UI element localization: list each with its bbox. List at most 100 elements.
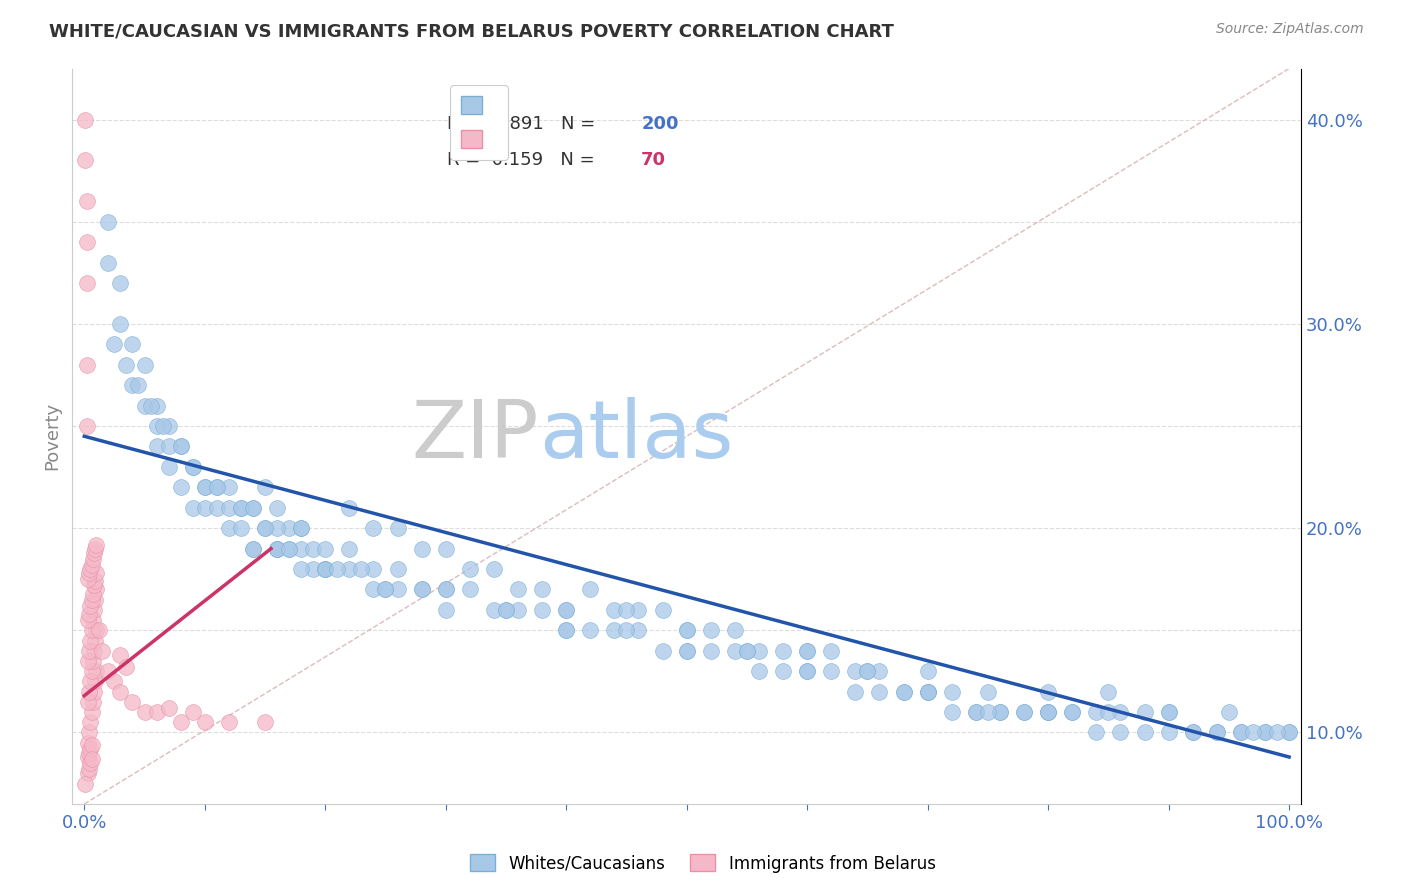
- Point: [77, 766, 100, 780]
- Point: [1230, 725, 1253, 739]
- Point: [205, 500, 228, 515]
- Point: [79, 599, 101, 613]
- Point: [363, 521, 385, 535]
- Point: [80, 664, 103, 678]
- Y-axis label: Poverty: Poverty: [44, 402, 60, 470]
- Point: [77, 762, 100, 776]
- Point: [290, 521, 312, 535]
- Point: [434, 582, 457, 597]
- Point: [869, 664, 891, 678]
- Point: [651, 644, 673, 658]
- Point: [627, 603, 650, 617]
- Point: [748, 664, 770, 678]
- Point: [977, 684, 1000, 698]
- Point: [218, 500, 240, 515]
- Point: [110, 684, 132, 698]
- Point: [495, 603, 517, 617]
- Point: [82, 586, 104, 600]
- Point: [76, 194, 98, 209]
- Point: [181, 459, 204, 474]
- Point: [1036, 705, 1059, 719]
- Point: [266, 521, 288, 535]
- Point: [77, 607, 100, 621]
- Point: [84, 574, 107, 589]
- Point: [1062, 705, 1084, 719]
- Point: [86, 566, 108, 581]
- Point: [988, 705, 1011, 719]
- Point: [1254, 725, 1277, 739]
- Point: [458, 582, 481, 597]
- Legend: Whites/Caucasians, Immigrants from Belarus: Whites/Caucasians, Immigrants from Belar…: [464, 847, 942, 880]
- Point: [77, 736, 100, 750]
- Point: [84, 633, 107, 648]
- Point: [350, 562, 373, 576]
- Point: [363, 562, 385, 576]
- Point: [844, 684, 866, 698]
- Point: [374, 582, 396, 597]
- Text: R =  0.159   N =: R = 0.159 N =: [447, 151, 606, 169]
- Point: [181, 459, 204, 474]
- Point: [229, 521, 252, 535]
- Point: [145, 440, 167, 454]
- Point: [1036, 705, 1059, 719]
- Point: [302, 541, 325, 556]
- Point: [115, 358, 138, 372]
- Point: [506, 582, 529, 597]
- Point: [97, 664, 120, 678]
- Point: [337, 562, 360, 576]
- Point: [1265, 725, 1288, 739]
- Point: [76, 419, 98, 434]
- Point: [579, 582, 602, 597]
- Point: [724, 644, 747, 658]
- Point: [76, 235, 98, 249]
- Point: [387, 582, 409, 597]
- Point: [80, 752, 103, 766]
- Point: [893, 684, 915, 698]
- Point: [194, 500, 217, 515]
- Point: [1157, 725, 1180, 739]
- Point: [139, 399, 162, 413]
- Point: [115, 660, 138, 674]
- Point: [79, 715, 101, 730]
- Point: [869, 684, 891, 698]
- Text: ZIP: ZIP: [412, 397, 540, 475]
- Point: [82, 551, 104, 566]
- Point: [977, 705, 1000, 719]
- Point: [1254, 725, 1277, 739]
- Point: [157, 459, 180, 474]
- Point: [87, 624, 110, 638]
- Point: [1278, 725, 1301, 739]
- Point: [145, 705, 167, 719]
- Point: [194, 715, 217, 730]
- Point: [1157, 705, 1180, 719]
- Point: [1241, 725, 1264, 739]
- Point: [434, 541, 457, 556]
- Point: [844, 664, 866, 678]
- Point: [988, 705, 1011, 719]
- Point: [79, 741, 101, 756]
- Point: [772, 644, 794, 658]
- Point: [181, 705, 204, 719]
- Point: [965, 705, 987, 719]
- Point: [675, 644, 697, 658]
- Point: [79, 756, 101, 771]
- Point: [387, 521, 409, 535]
- Point: [75, 112, 97, 127]
- Point: [482, 603, 505, 617]
- Point: [80, 624, 103, 638]
- Point: [796, 664, 818, 678]
- Point: [103, 337, 125, 351]
- Point: [169, 440, 191, 454]
- Point: [121, 695, 143, 709]
- Point: [76, 358, 98, 372]
- Point: [411, 582, 433, 597]
- Point: [1085, 725, 1108, 739]
- Point: [1218, 705, 1240, 719]
- Point: [77, 725, 100, 739]
- Point: [290, 562, 312, 576]
- Point: [616, 603, 638, 617]
- Point: [75, 776, 97, 790]
- Point: [820, 664, 842, 678]
- Point: [134, 705, 156, 719]
- Point: [1278, 725, 1301, 739]
